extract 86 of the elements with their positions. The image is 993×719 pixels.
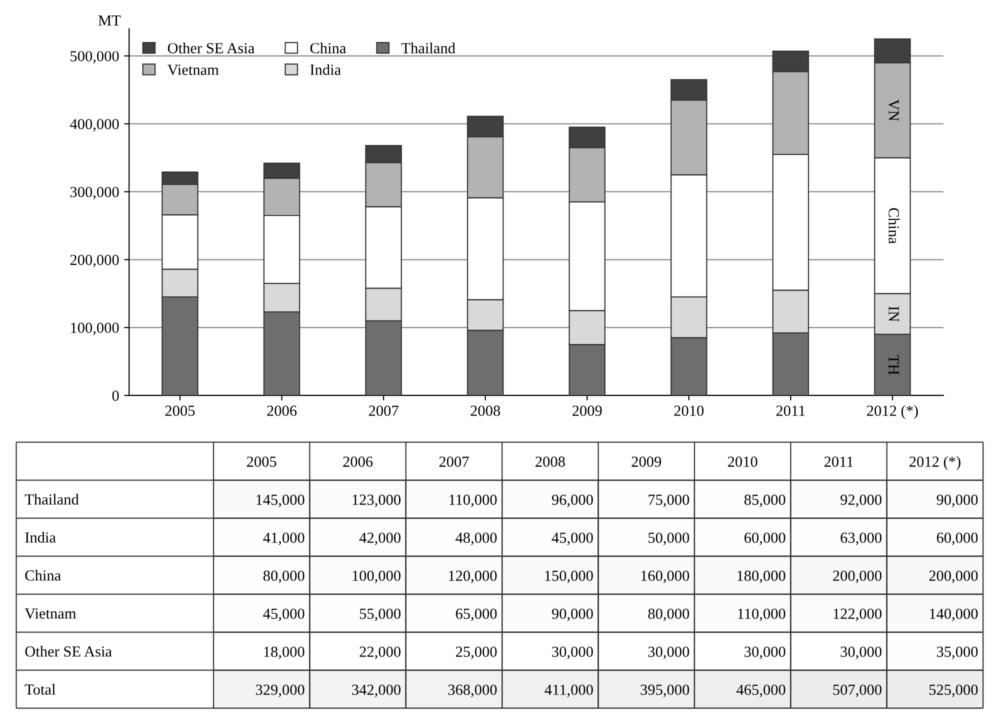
y-tick-label: 400,000 [70,118,119,132]
x-tick-label: 2006 [343,456,373,467]
data-label: 55,000 [360,608,400,622]
data-label: 65,000 [456,608,497,622]
y-tick-label: 200,000 [70,254,119,268]
data-label: 85,000 [744,494,786,508]
x-tick-label: 2005 [165,406,195,416]
data-label: 90,000 [936,494,978,508]
data-label: 100,000 [352,570,400,584]
data-label: 75,000 [648,494,690,508]
data-label: 30,000 [840,646,882,660]
legend-label: India [310,64,341,75]
y-axis-title: MT [98,16,121,26]
legend-label: Thailand [401,42,456,54]
x-tick-label: 2012 (*) [910,456,960,470]
data-label: 50,000 [648,532,690,546]
x-tick-label: 2010 [728,456,758,467]
annotation: IN [888,306,899,322]
data-label: 92,000 [840,494,882,508]
data-label: 110,000 [738,608,786,622]
data-label: 145,000 [256,494,304,508]
data-label: 395,000 [640,684,690,698]
data-label: 30,000 [552,646,593,660]
x-tick-label: 2008 [470,406,500,416]
data-label: 42,000 [359,532,400,546]
data-label: 25,000 [456,646,497,660]
data-label: 41,000 [263,532,304,546]
data-label: 122,000 [834,608,882,622]
data-label: 48,000 [456,532,497,546]
data-label: 120,000 [448,570,497,584]
x-tick-label: 2011 [776,406,805,416]
y-tick-label: Total [24,684,56,695]
data-label: 30,000 [648,646,690,660]
data-label: 30,000 [744,646,786,660]
data-label: 80,000 [648,608,690,622]
data-label: 96,000 [552,494,593,508]
y-tick-label: China [25,570,61,581]
data-label: 180,000 [738,570,786,584]
y-tick-label: 300,000 [70,186,119,200]
annotation: China [888,208,900,244]
data-label: 60,000 [936,532,978,546]
data-label: 368,000 [448,684,497,698]
data-label: 342,000 [352,684,400,698]
data-label: 465,000 [736,684,786,698]
data-label: 22,000 [360,646,400,660]
y-tick-label: India [25,532,56,543]
x-tick-label: 2007 [368,406,398,416]
data-label: 35,000 [936,646,978,660]
y-tick-label: Other SE Asia [25,646,112,657]
legend-label: Other SE Asia [168,42,254,54]
legend-label: Vietnam [167,64,219,76]
data-label: 140,000 [930,608,978,622]
data-label: 80,000 [263,570,304,584]
data-label: 200,000 [929,570,978,584]
data-label: 45,000 [552,532,593,546]
y-tick-label: 0 [112,390,119,401]
x-tick-label: 2011 [824,456,853,467]
data-label: 150,000 [545,570,593,584]
data-label: 411,000 [544,684,593,698]
x-tick-label: 2005 [246,456,276,467]
data-label: 63,000 [840,532,882,546]
x-tick-label: 2012 (*) [867,405,918,420]
annotation: TH [888,354,899,375]
data-label: 45,000 [263,608,304,622]
y-tick-label: Thailand [24,494,79,505]
data-label: 200,000 [833,570,882,584]
data-label: 18,000 [264,646,304,660]
x-tick-label: 2006 [267,406,297,416]
data-label: 60,000 [744,532,786,546]
data-label: 123,000 [352,494,400,508]
data-label: 110,000 [450,494,497,508]
data-label: 160,000 [641,570,690,584]
x-tick-label: 2009 [632,456,662,467]
y-tick-label: Vietnam [24,608,76,619]
x-tick-label: 2008 [536,456,565,467]
x-tick-label: 2007 [439,456,469,467]
annotation: VN [888,99,899,121]
data-label: 329,000 [256,684,304,698]
data-label: 507,000 [833,684,882,698]
y-tick-label: 100,000 [71,322,119,336]
y-tick-label: 500,000 [70,51,119,64]
x-tick-label: 2009 [572,406,602,416]
data-label: 525,000 [929,684,978,698]
legend-label: China [310,42,346,54]
x-tick-label: 2010 [674,406,704,416]
data-label: 90,000 [552,608,593,622]
